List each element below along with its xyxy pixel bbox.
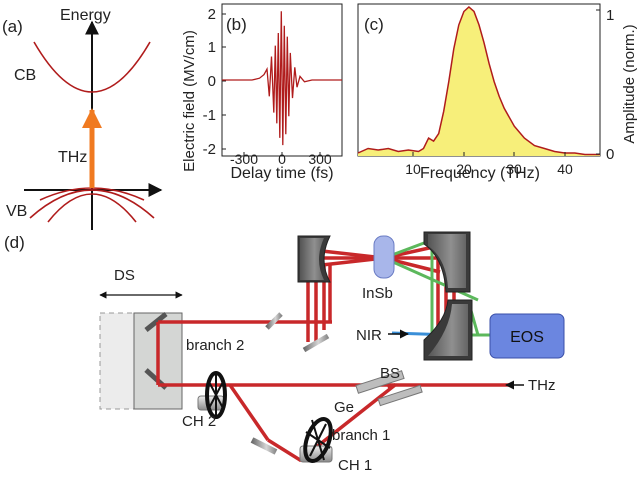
valence-band-curve-2 xyxy=(39,187,145,201)
mirror-m1 xyxy=(265,312,283,330)
eos-label: EOS xyxy=(510,329,544,346)
frequency-axis-label: Frequency (THz) xyxy=(420,165,540,182)
delay-stage-ghost xyxy=(99,312,135,410)
panel-d: (d) DS xyxy=(4,231,565,474)
panel-a-label: (a) xyxy=(2,17,23,36)
valence-band-curve-1 xyxy=(29,189,155,219)
panel-a: (a) Energy CB THz VB xyxy=(2,7,163,230)
insb-crystal xyxy=(373,235,395,279)
panel-b-tickmarks xyxy=(222,13,321,156)
panel-c: (c) Amplitude (norm.) Frequency (THz) 1 … xyxy=(357,3,638,182)
thz-label: THz xyxy=(58,149,87,166)
panel-d-label: (d) xyxy=(4,233,25,252)
panel-b-yticks: 2 1 0 -1 -2 xyxy=(203,6,216,158)
ch1-label: CH 1 xyxy=(338,457,372,474)
panel-c-label: (c) xyxy=(364,15,384,34)
b-ytick-0: 0 xyxy=(208,73,216,90)
delay-time-axis-label: Delay time (fs) xyxy=(230,165,333,182)
b-xtick-m300: -300 xyxy=(230,151,258,167)
c-ytick-0: 0 xyxy=(606,146,614,163)
c-xtick-40: 40 xyxy=(557,161,573,177)
b-xtick-0: 0 xyxy=(278,151,286,167)
spectrum-curve xyxy=(357,5,600,156)
electric-field-waveform xyxy=(222,11,342,146)
c-ytick-1: 1 xyxy=(606,7,614,24)
cb-label: CB xyxy=(14,67,36,84)
valence-band-curve-3 xyxy=(47,193,137,223)
c-xtick-30: 30 xyxy=(506,161,522,177)
b-ytick-m2: -2 xyxy=(203,141,216,158)
panel-c-xticks: 10 20 30 40 xyxy=(405,161,573,177)
insb-label: InSb xyxy=(362,285,393,302)
spectrum-fill xyxy=(358,7,600,156)
panel-b-label: (b) xyxy=(226,15,247,34)
ge-label: Ge xyxy=(334,399,354,416)
amplitude-axis-label: Amplitude (norm.) xyxy=(621,24,638,143)
energy-axis-label: Energy xyxy=(60,7,111,24)
b-ytick-2: 2 xyxy=(208,6,216,23)
nir-label: NIR xyxy=(356,327,382,344)
bs-label: BS xyxy=(380,365,400,382)
thz-input-label: THz xyxy=(528,377,556,394)
conduction-band-curve xyxy=(33,41,151,93)
branch2-label: branch 2 xyxy=(186,337,244,354)
electric-field-axis-label: Electric field (MV/cm) xyxy=(181,30,198,172)
ge-window xyxy=(377,384,423,407)
b-ytick-m1: -1 xyxy=(203,107,216,124)
c-xtick-10: 10 xyxy=(405,161,421,177)
panel-b-xticks: -300 0 300 xyxy=(230,151,332,167)
mirror-m3 xyxy=(250,437,278,455)
mirror-m2 xyxy=(302,333,330,353)
branch1-label: branch 1 xyxy=(332,427,390,444)
vb-label: VB xyxy=(6,203,27,220)
b-ytick-1: 1 xyxy=(208,39,216,56)
beam-splitter xyxy=(355,370,405,394)
b-xtick-300: 300 xyxy=(308,151,332,167)
c-xtick-20: 20 xyxy=(456,161,472,177)
panel-c-tickmarks xyxy=(412,9,600,156)
chopper-ch2 xyxy=(197,371,227,419)
panel-b: (b) Electric field (MV/cm) Delay time (f… xyxy=(181,3,343,182)
ds-label: DS xyxy=(114,267,135,284)
ds-mirror-top xyxy=(144,312,168,332)
chopper-ch1 xyxy=(299,416,333,464)
ch2-label: CH 2 xyxy=(182,413,216,430)
eos-detector xyxy=(489,313,565,359)
